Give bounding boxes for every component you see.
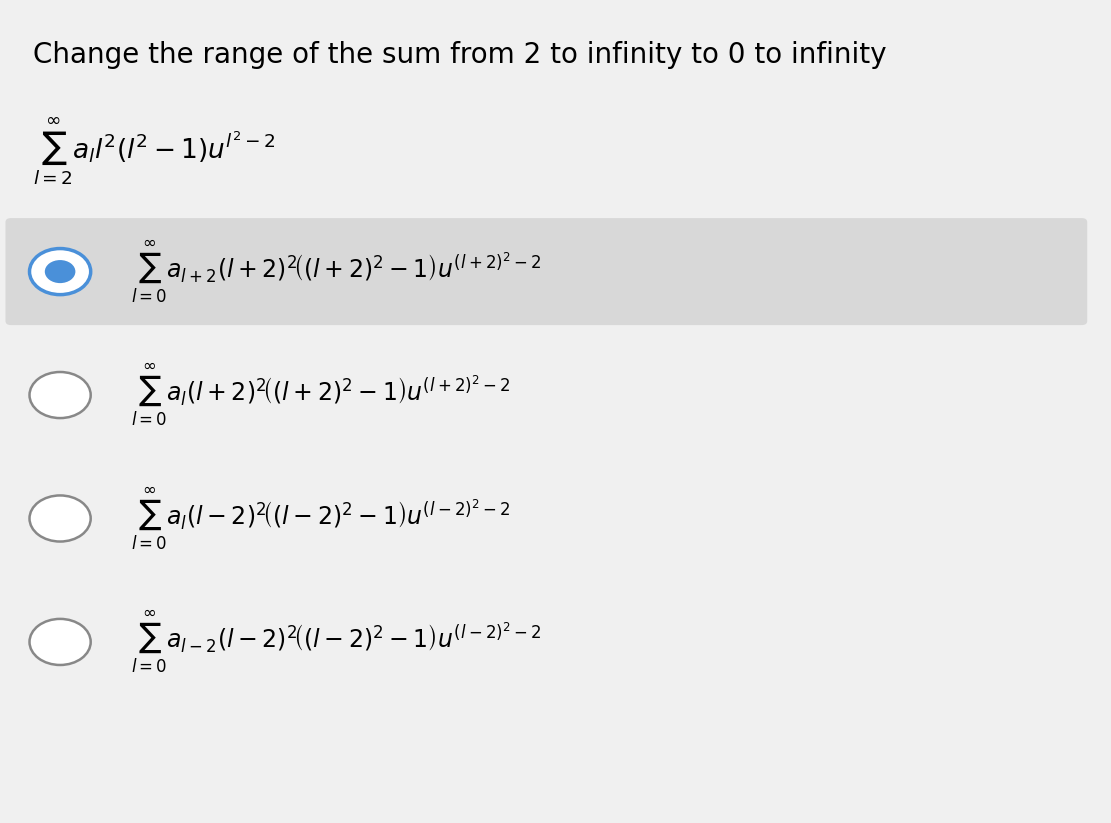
Text: Change the range of the sum from 2 to infinity to 0 to infinity: Change the range of the sum from 2 to in… (33, 41, 887, 69)
Text: $\sum_{l=0}^{\infty} a_l\left(l+2\right)^2\!\left(\left(l+2\right)^2-1\right)u^{: $\sum_{l=0}^{\infty} a_l\left(l+2\right)… (131, 362, 511, 428)
Text: $\sum_{l=0}^{\infty} a_l\left(l-2\right)^2\!\left(\left(l-2\right)^2-1\right)u^{: $\sum_{l=0}^{\infty} a_l\left(l-2\right)… (131, 486, 511, 551)
Circle shape (30, 619, 91, 665)
Circle shape (30, 495, 91, 542)
Text: $\sum_{l=0}^{\infty} a_{l-2}\left(l-2\right)^2\!\left(\left(l-2\right)^2-1\right: $\sum_{l=0}^{\infty} a_{l-2}\left(l-2\ri… (131, 609, 541, 675)
Text: $\sum_{l=0}^{\infty} a_{l+2}\left(l+2\right)^2\!\left(\left(l+2\right)^2-1\right: $\sum_{l=0}^{\infty} a_{l+2}\left(l+2\ri… (131, 239, 541, 305)
Text: $\sum_{l=2}^{\infty} a_l l^2 \left(l^2 - 1\right) u^{l^2-2}$: $\sum_{l=2}^{\infty} a_l l^2 \left(l^2 -… (33, 115, 276, 187)
Circle shape (30, 249, 91, 295)
FancyBboxPatch shape (6, 218, 1088, 325)
Circle shape (30, 372, 91, 418)
Circle shape (44, 260, 76, 283)
